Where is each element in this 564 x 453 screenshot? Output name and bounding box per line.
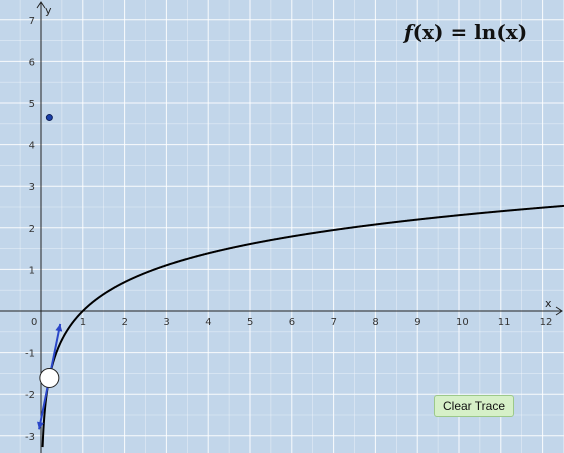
formula-arg: (x) xyxy=(412,20,444,44)
y-tick-label: -2 xyxy=(25,390,35,401)
x-tick-label: 8 xyxy=(372,317,378,328)
formula-equals: = xyxy=(450,20,468,44)
x-tick-label: 9 xyxy=(414,317,420,328)
y-tick-label: 4 xyxy=(29,141,35,152)
x-tick-label: 12 xyxy=(540,317,553,328)
y-tick-label: 1 xyxy=(29,265,35,276)
function-formula: f(x) = ln(x) xyxy=(404,20,527,44)
y-tick-label: -1 xyxy=(25,349,35,360)
y-tick-label: -3 xyxy=(25,432,35,443)
x-tick-label: 1 xyxy=(80,317,86,328)
tangent-arrow-down-head-icon xyxy=(37,421,44,430)
x-tick-label: 4 xyxy=(205,317,211,328)
y-tick-label: 6 xyxy=(29,57,35,68)
marked-point xyxy=(45,114,53,122)
x-tick-label: 2 xyxy=(122,317,128,328)
formula-fn-arg: (x) xyxy=(496,20,528,44)
x-tick-label: 7 xyxy=(331,317,337,328)
x-tick-label: 0 xyxy=(31,317,37,328)
x-tick-label: 5 xyxy=(247,317,253,328)
y-tick-label: 2 xyxy=(29,224,35,235)
trace-point-handle[interactable] xyxy=(39,367,60,388)
y-tick-label: 7 xyxy=(29,16,35,27)
formula-name: f xyxy=(404,20,413,44)
tangent-arrow-up-head-icon xyxy=(55,323,63,332)
y-tick-label: 5 xyxy=(29,99,35,110)
y-tick-label: 3 xyxy=(29,182,35,193)
x-tick-label: 10 xyxy=(456,317,469,328)
x-tick-label: 11 xyxy=(498,317,511,328)
x-axis-label: x xyxy=(545,297,552,310)
y-axis-arrow-icon xyxy=(36,1,46,9)
clear-trace-button[interactable]: Clear Trace xyxy=(434,395,514,417)
x-axis-arrow-icon xyxy=(555,306,563,316)
x-tick-label: 6 xyxy=(289,317,295,328)
y-axis-label: y xyxy=(45,4,52,17)
formula-fn: ln xyxy=(474,20,497,44)
function-curve xyxy=(41,204,564,448)
x-tick-label: 3 xyxy=(163,317,169,328)
